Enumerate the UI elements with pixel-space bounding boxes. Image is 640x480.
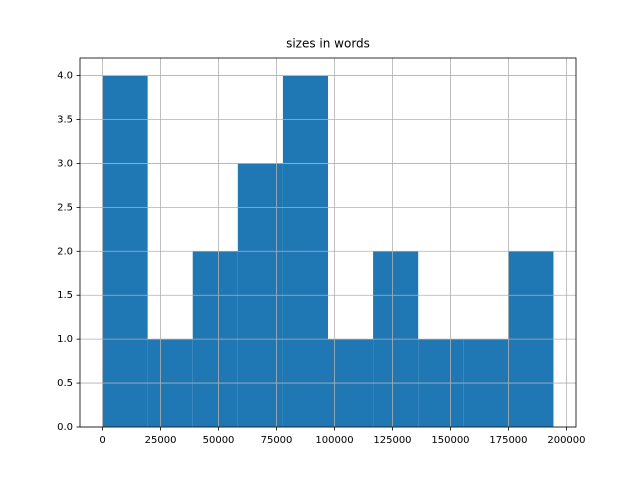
x-tick-label: 125000 <box>373 435 411 446</box>
y-tick-label: 1.5 <box>57 290 73 301</box>
x-tick-label: 75000 <box>261 435 293 446</box>
y-tick-label: 3.5 <box>57 115 73 126</box>
x-tick-label: 100000 <box>315 435 353 446</box>
chart-title: sizes in words <box>286 37 370 51</box>
x-tick-label: 200000 <box>547 435 585 446</box>
y-tick-label: 2.5 <box>57 202 73 213</box>
y-tick-label: 2.0 <box>57 246 73 257</box>
y-tick-label: 3.0 <box>57 158 73 169</box>
x-tick-label: 150000 <box>431 435 469 446</box>
plot-frame <box>79 57 577 428</box>
x-tick-label: 175000 <box>489 435 527 446</box>
y-tick-label: 0.5 <box>57 378 73 389</box>
y-tick-label: 1.0 <box>57 334 73 345</box>
x-tick-label: 0 <box>99 435 105 446</box>
y-tick-label: 4.0 <box>57 71 73 82</box>
y-tick-label: 0.0 <box>57 422 73 433</box>
x-tick-label: 25000 <box>145 435 177 446</box>
x-tick-label: 50000 <box>203 435 235 446</box>
